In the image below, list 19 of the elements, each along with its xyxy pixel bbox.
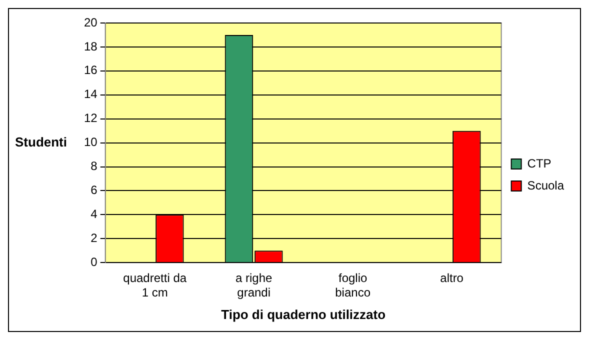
y-tick-label: 16: [84, 63, 98, 78]
x-tick-label: quadretti da 1 cm: [123, 271, 187, 300]
y-tick-label: 10: [84, 135, 98, 150]
y-tick-label: 2: [90, 230, 98, 245]
y-tick-label: 20: [84, 15, 98, 30]
legend-label: CTP: [527, 156, 552, 170]
y-tick-label: 8: [90, 159, 98, 174]
y-tick-label: 6: [90, 183, 98, 198]
x-tick-label: a righe grandi: [235, 271, 272, 300]
legend-label: Scuola: [527, 178, 564, 192]
x-tick-label: foglio bianco: [335, 271, 371, 300]
y-tick-label: 14: [84, 87, 98, 102]
x-tick-label: altro: [440, 271, 464, 286]
x-axis-title: Tipo di quaderno utilizzato: [221, 306, 386, 322]
y-axis-title: Studenti: [15, 134, 67, 150]
y-tick-label: 12: [84, 111, 98, 126]
y-tick-label: 18: [84, 39, 98, 54]
y-tick-label: 0: [90, 254, 98, 269]
y-tick-label: 4: [90, 206, 98, 221]
